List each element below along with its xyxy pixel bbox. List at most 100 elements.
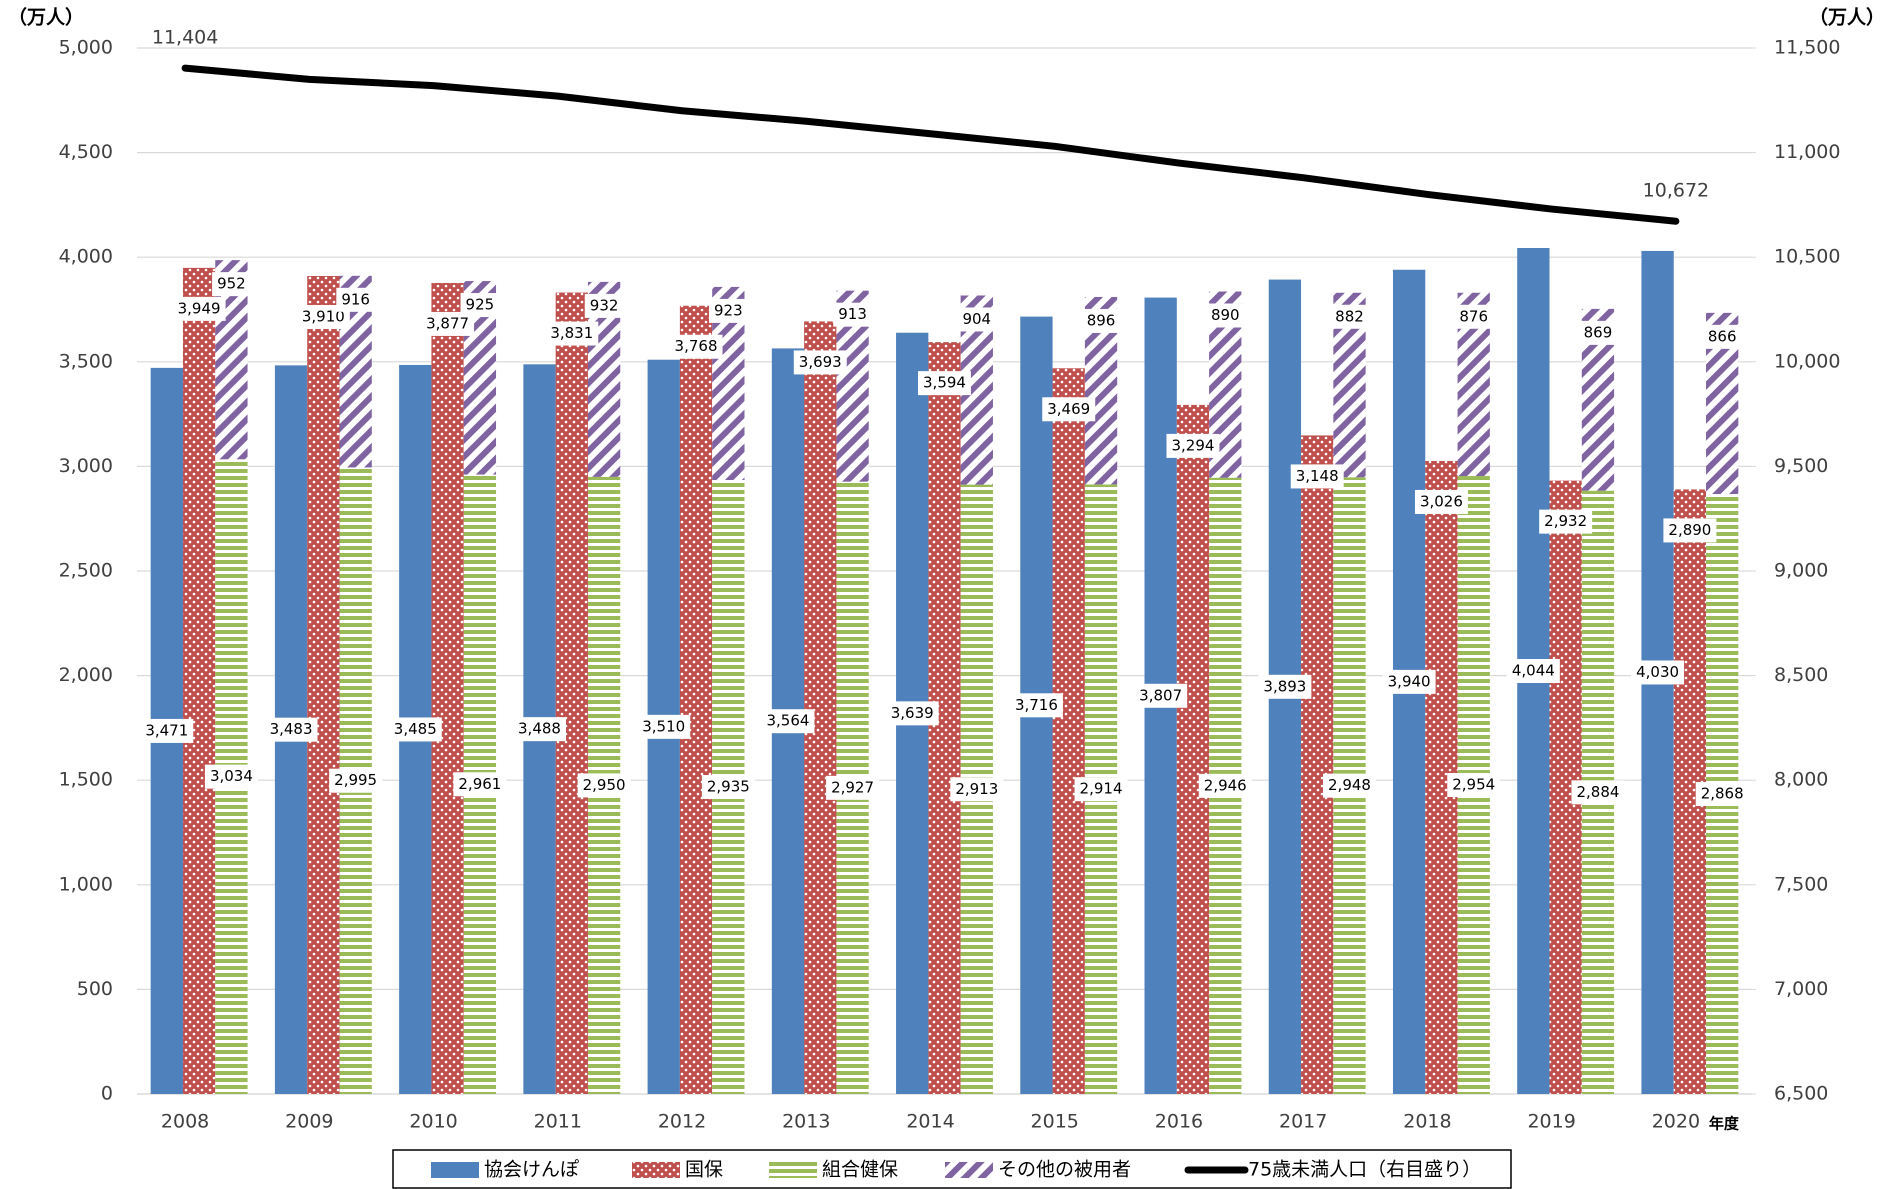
data-label-box bbox=[545, 321, 599, 346]
data-label-box bbox=[918, 371, 971, 396]
x-tick-label: 2013 bbox=[782, 1111, 830, 1133]
data-label-group: 3,026 bbox=[1414, 489, 1468, 514]
data-label-box bbox=[1081, 308, 1121, 333]
y-tick-label: 0 bbox=[101, 1083, 113, 1105]
data-label: 3,148 bbox=[1296, 467, 1339, 485]
data-label-box bbox=[172, 296, 226, 321]
y2-axis-label: （万人） bbox=[1809, 6, 1885, 29]
data-label: 2,884 bbox=[1576, 783, 1619, 801]
data-label: 916 bbox=[341, 290, 370, 308]
x-tick-label: 2014 bbox=[906, 1111, 954, 1133]
y-tick-label: 3,000 bbox=[59, 455, 113, 477]
line-label: 10,672 bbox=[1643, 180, 1709, 202]
y-tick-label: 4,000 bbox=[59, 246, 113, 268]
data-label: 925 bbox=[466, 296, 495, 314]
data-label-group: 925 bbox=[460, 293, 500, 318]
data-label-box bbox=[1323, 773, 1376, 798]
data-label: 2,927 bbox=[831, 778, 874, 796]
data-label-box bbox=[950, 777, 1004, 802]
bar bbox=[555, 292, 588, 1094]
data-label: 3,510 bbox=[642, 717, 685, 735]
line-label: 11,404 bbox=[152, 27, 218, 49]
data-label: 3,768 bbox=[675, 337, 718, 355]
data-label-box bbox=[460, 293, 500, 318]
data-label-group: 3,485 bbox=[388, 717, 442, 742]
data-label-group: 3,034 bbox=[204, 764, 258, 789]
data-label: 896 bbox=[1087, 311, 1116, 329]
data-label: 2,914 bbox=[1080, 780, 1123, 798]
data-label: 3,564 bbox=[766, 712, 809, 730]
y-axis-label: （万人） bbox=[8, 6, 84, 29]
data-label-box bbox=[336, 287, 375, 312]
data-label-box bbox=[329, 768, 383, 793]
data-label-box bbox=[1042, 397, 1096, 422]
data-label: 2,890 bbox=[1668, 521, 1711, 539]
data-label-box bbox=[826, 775, 880, 800]
x-tick-label: 2009 bbox=[285, 1111, 333, 1133]
data-label-box bbox=[140, 718, 194, 743]
data-label: 3,807 bbox=[1139, 686, 1182, 704]
data-label-box bbox=[833, 302, 872, 327]
data-label-group: 3,716 bbox=[1009, 693, 1063, 718]
data-label-box bbox=[1695, 782, 1749, 807]
bar bbox=[679, 305, 713, 1095]
legend-label: 国保 bbox=[685, 1159, 723, 1181]
data-label: 876 bbox=[1459, 307, 1488, 325]
x-tick-label: 2016 bbox=[1155, 1111, 1203, 1133]
data-label-box bbox=[584, 293, 624, 318]
data-label-group: 2,890 bbox=[1663, 518, 1717, 543]
data-label-group: 3,594 bbox=[918, 371, 971, 396]
data-label-group: 913 bbox=[833, 302, 872, 327]
bar bbox=[182, 267, 216, 1094]
data-label: 3,483 bbox=[270, 720, 313, 738]
data-label: 3,716 bbox=[1015, 696, 1058, 714]
x-tick-label: 2012 bbox=[658, 1111, 706, 1133]
data-label-box bbox=[1166, 433, 1220, 458]
data-label: 3,831 bbox=[550, 324, 593, 342]
y2-tick-label: 10,000 bbox=[1774, 350, 1840, 372]
data-label: 866 bbox=[1708, 327, 1737, 345]
data-label: 3,469 bbox=[1047, 400, 1090, 418]
x-tick-label: 2011 bbox=[534, 1111, 582, 1133]
data-label-box bbox=[212, 272, 251, 297]
x-tick-label: 2010 bbox=[409, 1111, 457, 1133]
bar bbox=[431, 282, 464, 1094]
data-label-group: 3,940 bbox=[1382, 669, 1436, 694]
y-tick-label: 5,000 bbox=[59, 37, 113, 59]
data-label: 4,044 bbox=[1512, 661, 1555, 679]
legend-label: 組合健保 bbox=[822, 1159, 898, 1181]
data-label: 952 bbox=[217, 275, 246, 293]
data-label-group: 890 bbox=[1205, 303, 1245, 328]
y2-tick-label: 8,000 bbox=[1774, 769, 1828, 791]
data-label-group: 866 bbox=[1702, 324, 1742, 349]
data-label: 2,932 bbox=[1544, 512, 1587, 530]
data-label-box bbox=[793, 350, 847, 375]
data-label-box bbox=[577, 773, 631, 798]
data-label-box bbox=[264, 717, 318, 742]
data-label-group: 2,935 bbox=[701, 774, 755, 799]
data-label-group: 2,913 bbox=[950, 777, 1004, 802]
data-label-box bbox=[1539, 509, 1593, 534]
x-tick-label: 2008 bbox=[161, 1111, 209, 1133]
data-label-group: 932 bbox=[584, 293, 624, 318]
data-label: 2,961 bbox=[458, 775, 501, 793]
data-label: 2,868 bbox=[1701, 785, 1744, 803]
data-label: 3,893 bbox=[1263, 677, 1306, 695]
data-label-box bbox=[1134, 683, 1188, 708]
data-label-group: 3,471 bbox=[140, 718, 194, 743]
line bbox=[181, 64, 1680, 225]
data-label: 3,594 bbox=[923, 374, 966, 392]
x-axis-label: 年度 bbox=[1709, 1115, 1740, 1133]
data-label: 2,948 bbox=[1328, 776, 1371, 794]
data-label: 2,946 bbox=[1204, 776, 1247, 794]
data-label-group: 3,488 bbox=[513, 717, 566, 742]
data-label: 882 bbox=[1335, 307, 1364, 325]
data-label: 3,485 bbox=[394, 720, 437, 738]
legend-swatch bbox=[945, 1162, 993, 1178]
bar bbox=[1176, 404, 1210, 1094]
data-label-group: 4,044 bbox=[1506, 658, 1560, 683]
data-label-group: 3,910 bbox=[296, 305, 350, 330]
data-label-group: 2,954 bbox=[1447, 773, 1501, 798]
data-label: 3,034 bbox=[210, 767, 253, 785]
